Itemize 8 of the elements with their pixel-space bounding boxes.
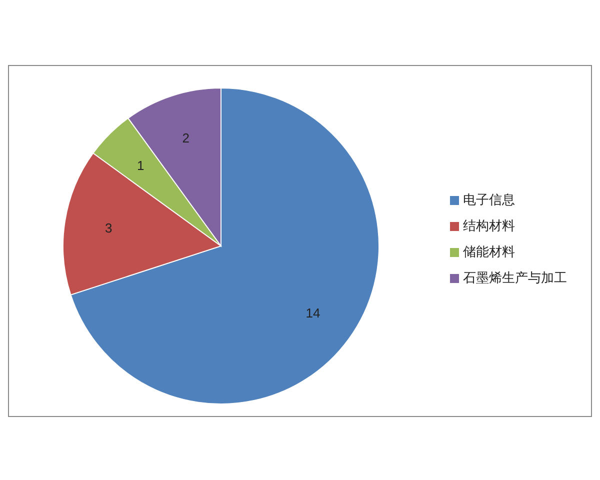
data-label: 2 [182,130,190,146]
data-label: 1 [136,158,144,174]
legend-label: 石墨烯生产与加工 [463,271,567,286]
data-label: 3 [105,220,112,236]
legend-label: 结构材料 [463,219,515,234]
data-label: 14 [306,305,320,320]
legend-label: 电子信息 [463,193,515,208]
legend-label: 储能材料 [463,245,515,260]
